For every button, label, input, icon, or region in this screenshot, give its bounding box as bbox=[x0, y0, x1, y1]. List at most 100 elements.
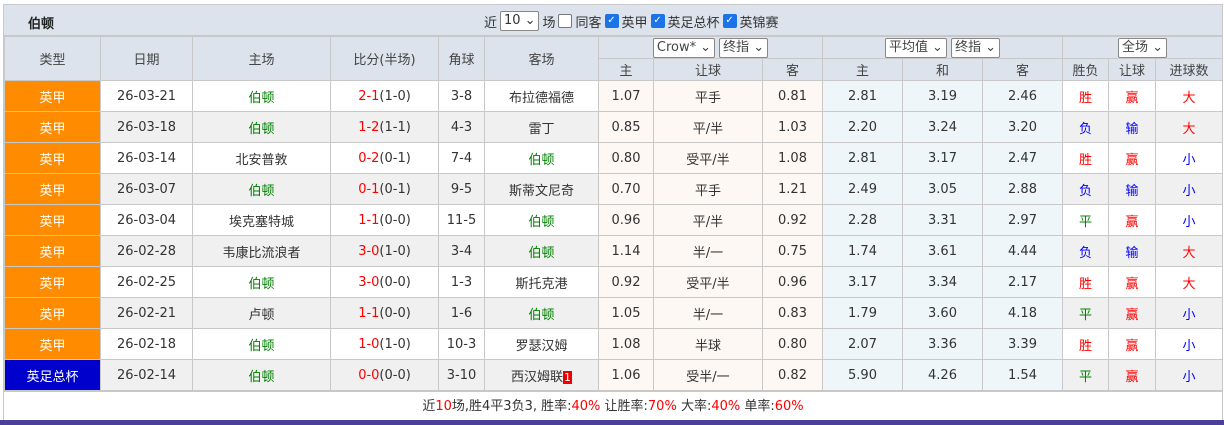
home-team[interactable]: 伯顿 bbox=[192, 80, 331, 112]
avg-select[interactable]: 平均值 ⌄ bbox=[885, 37, 947, 58]
table-row: 英甲 26-03-04 埃克塞特城 1-1(0-0) 11-5 伯顿 0.96 平/半 0.92… bbox=[4, 204, 1224, 236]
away-team[interactable]: 罗瑟汉姆 bbox=[515, 338, 568, 354]
home-team[interactable]: 伯顿 bbox=[192, 266, 331, 298]
odds-home: 1.06 bbox=[598, 359, 654, 391]
full-time-score: 0-0 bbox=[358, 367, 380, 383]
result-goals: 小 bbox=[1155, 173, 1224, 205]
eu-draw: 3.36 bbox=[902, 328, 983, 360]
league-type[interactable]: 英甲 bbox=[4, 111, 101, 143]
league-checkbox-2[interactable]: ✓ bbox=[650, 14, 665, 28]
home-team[interactable]: 卢顿 bbox=[192, 297, 331, 329]
result-handicap: 输 bbox=[1108, 111, 1157, 143]
home-team[interactable]: 韦康比流浪者 bbox=[192, 235, 331, 267]
home-team[interactable]: 伯顿 bbox=[192, 328, 331, 360]
league-type[interactable]: 英甲 bbox=[4, 266, 101, 298]
handicap-line: 半/一 bbox=[653, 235, 763, 267]
away-team[interactable]: 伯顿 bbox=[528, 152, 555, 168]
col-handicap: 让球 bbox=[653, 58, 763, 81]
eu-away: 2.97 bbox=[981, 204, 1064, 236]
avg-value: 平均值 bbox=[889, 39, 929, 55]
result-handicap: 赢 bbox=[1108, 80, 1157, 112]
away-team-cell[interactable]: 伯顿 bbox=[484, 142, 599, 174]
half-time-score: (0-0) bbox=[379, 274, 411, 290]
match-date: 26-02-14 bbox=[100, 359, 193, 391]
odds-away: 1.21 bbox=[762, 173, 823, 205]
match-count-select[interactable]: 10 ⌄ bbox=[500, 11, 540, 31]
eu-home: 2.28 bbox=[822, 204, 903, 236]
col-corner: 角球 bbox=[438, 36, 485, 81]
away-team[interactable]: 西汉姆联 bbox=[510, 369, 563, 385]
match-date: 26-02-28 bbox=[100, 235, 193, 267]
away-team-cell[interactable]: 雷丁 bbox=[484, 111, 599, 143]
score: 3-0(0-0) bbox=[330, 266, 439, 298]
chevron-down-icon: ⌄ bbox=[753, 39, 765, 55]
away-team[interactable]: 斯托克港 bbox=[515, 276, 568, 292]
eu-away: 2.47 bbox=[981, 142, 1064, 174]
col-eu-home: 主 bbox=[822, 58, 903, 81]
away-team-cell[interactable]: 西汉姆联1 bbox=[484, 359, 599, 391]
league-checkbox-3[interactable]: ✓ bbox=[722, 14, 737, 28]
result-handicap: 赢 bbox=[1108, 204, 1157, 236]
away-team-cell[interactable]: 斯托克港 bbox=[484, 266, 599, 298]
full-time-score: 0-1 bbox=[358, 181, 380, 197]
away-team-cell[interactable]: 罗瑟汉姆 bbox=[484, 328, 599, 360]
home-team[interactable]: 伯顿 bbox=[192, 173, 331, 205]
home-team[interactable]: 伯顿 bbox=[192, 111, 331, 143]
away-team-cell[interactable]: 布拉德福德 bbox=[484, 80, 599, 112]
league-type[interactable]: 英足总杯 bbox=[4, 359, 101, 391]
score: 2-1(1-0) bbox=[330, 80, 439, 112]
eu-home: 3.17 bbox=[822, 266, 903, 298]
away-team[interactable]: 布拉德福德 bbox=[508, 90, 574, 106]
away-team[interactable]: 伯顿 bbox=[528, 307, 555, 323]
handicap-line: 平/半 bbox=[653, 111, 763, 143]
eu-home: 2.49 bbox=[822, 173, 903, 205]
scope-select[interactable]: 全场 ⌄ bbox=[1118, 37, 1167, 58]
away-team[interactable]: 伯顿 bbox=[528, 214, 555, 230]
home-team[interactable]: 埃克塞特城 bbox=[192, 204, 331, 236]
filters: 近 10 ⌄ 场 同客 ✓ 英甲 ✓ 英足总杯 ✓ 英锦赛 bbox=[484, 11, 779, 31]
league-checkbox-1[interactable]: ✓ bbox=[604, 14, 619, 28]
away-team[interactable]: 斯蒂文尼奇 bbox=[508, 183, 574, 199]
eu-home: 2.81 bbox=[822, 80, 903, 112]
away-team-cell[interactable]: 伯顿 bbox=[484, 297, 599, 329]
eu-away: 2.17 bbox=[981, 266, 1064, 298]
away-team[interactable]: 伯顿 bbox=[528, 245, 555, 261]
eu-draw: 4.26 bbox=[902, 359, 983, 391]
same-venue-checkbox[interactable] bbox=[558, 14, 573, 28]
match-date: 26-03-14 bbox=[100, 142, 193, 174]
league-type[interactable]: 英甲 bbox=[4, 328, 101, 360]
away-team[interactable]: 雷丁 bbox=[528, 121, 555, 137]
result-handicap: 输 bbox=[1108, 235, 1157, 267]
chevron-down-icon: ⌄ bbox=[524, 13, 536, 28]
eu-away: 4.18 bbox=[981, 297, 1064, 329]
league-type[interactable]: 英甲 bbox=[4, 204, 101, 236]
odds-home: 0.85 bbox=[598, 111, 654, 143]
odds-home: 1.07 bbox=[598, 80, 654, 112]
full-time-score: 0-2 bbox=[358, 150, 380, 166]
home-team[interactable]: 伯顿 bbox=[192, 359, 331, 391]
avg-kind-select[interactable]: 终指 ⌄ bbox=[951, 37, 1000, 58]
result-goals: 大 bbox=[1155, 266, 1224, 298]
odds-kind-select[interactable]: 终指 ⌄ bbox=[719, 37, 769, 58]
league-type[interactable]: 英甲 bbox=[4, 173, 101, 205]
full-time-score: 1-1 bbox=[358, 305, 380, 321]
league-type[interactable]: 英甲 bbox=[4, 235, 101, 267]
eu-away: 3.20 bbox=[981, 111, 1064, 143]
result-handicap: 赢 bbox=[1108, 359, 1157, 391]
odds-away: 0.80 bbox=[762, 328, 823, 360]
home-team[interactable]: 北安普敦 bbox=[192, 142, 331, 174]
full-time-score: 2-1 bbox=[358, 88, 380, 104]
full-time-score: 1-1 bbox=[358, 212, 380, 228]
odds-home: 1.05 bbox=[598, 297, 654, 329]
panel-header: 伯顿 近 10 ⌄ 场 同客 ✓ 英甲 ✓ 英足总杯 ✓ 英锦赛 bbox=[4, 5, 1222, 36]
league-type[interactable]: 英甲 bbox=[4, 297, 101, 329]
odds-company-select[interactable]: Crow* ⌄ bbox=[652, 37, 716, 58]
result-wl: 负 bbox=[1062, 235, 1110, 267]
away-team-cell[interactable]: 伯顿 bbox=[484, 204, 599, 236]
result-wl: 平 bbox=[1062, 359, 1110, 391]
league-type[interactable]: 英甲 bbox=[4, 142, 101, 174]
league-type[interactable]: 英甲 bbox=[4, 80, 101, 112]
score: 1-1(0-0) bbox=[330, 204, 439, 236]
away-team-cell[interactable]: 伯顿 bbox=[484, 235, 599, 267]
away-team-cell[interactable]: 斯蒂文尼奇 bbox=[484, 173, 599, 205]
